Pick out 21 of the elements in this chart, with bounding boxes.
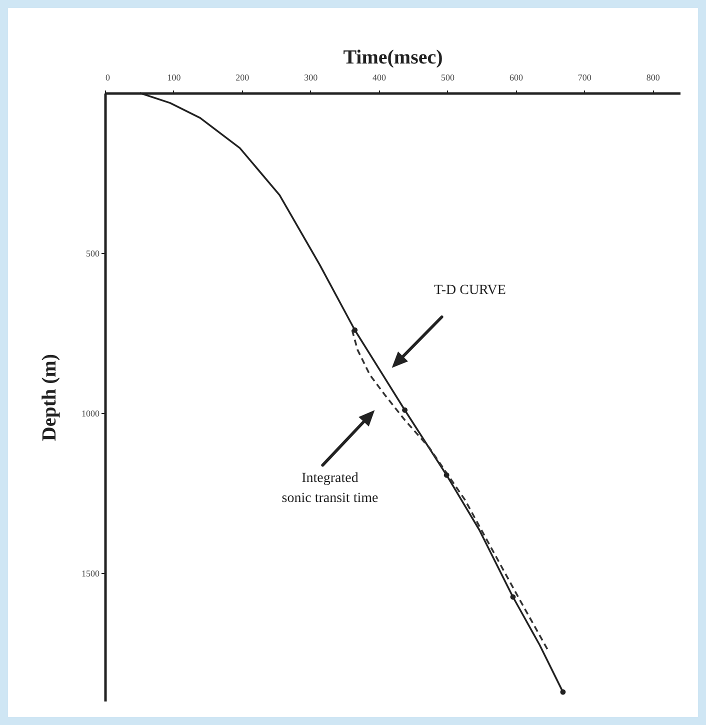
x-tick-label: 100 <box>167 72 182 82</box>
x-axis-title: Time(msec) <box>343 46 443 68</box>
y-tick-label: 500 <box>86 248 100 258</box>
point <box>560 689 566 695</box>
x-tick-label: 0 <box>106 72 110 82</box>
x-tick-label: 700 <box>578 72 592 82</box>
point <box>352 327 358 333</box>
annotation: Integrated sonic transit time <box>282 471 378 506</box>
y-tick-label: 1000 <box>82 408 100 418</box>
x-tick-label: 600 <box>509 72 524 82</box>
x-tick-label: 400 <box>372 72 387 82</box>
annotation: T-D CURVE <box>434 283 506 298</box>
point <box>510 594 516 600</box>
y-tick-label: 1500 <box>82 568 100 578</box>
x-tick-label: 300 <box>304 72 318 82</box>
point <box>402 407 408 413</box>
y-axis-title: Depth (m) <box>38 354 60 442</box>
x-tick-label: 800 <box>646 72 660 82</box>
x-tick-label: 500 <box>441 72 456 82</box>
x-tick-label: 200 <box>236 72 250 82</box>
point <box>444 472 450 478</box>
